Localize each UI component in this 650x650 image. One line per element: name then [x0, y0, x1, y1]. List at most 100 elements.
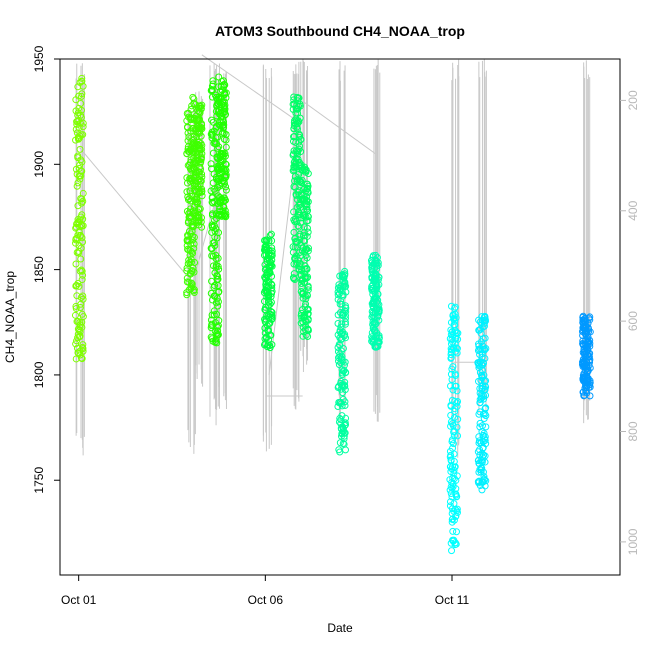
data-point	[261, 266, 269, 274]
data-point	[291, 276, 299, 284]
data-point	[289, 248, 297, 256]
x-axis-label: Date	[327, 621, 353, 635]
data-point	[581, 314, 589, 322]
data-point	[208, 131, 216, 139]
data-point	[262, 306, 270, 314]
data-point	[197, 132, 205, 140]
data-point	[72, 224, 80, 232]
data-point	[303, 205, 311, 213]
data-point	[453, 505, 461, 513]
data-point	[478, 458, 486, 466]
data-point	[263, 245, 271, 253]
data-point	[302, 318, 310, 326]
data-point	[216, 203, 224, 211]
data-point	[211, 242, 219, 250]
data-point	[212, 251, 220, 259]
data-point	[482, 404, 490, 412]
data-point	[208, 228, 216, 236]
data-point	[296, 211, 304, 219]
data-point	[78, 158, 86, 166]
data-point	[301, 275, 309, 283]
data-point	[478, 478, 486, 486]
y2-tick-label: 1000	[626, 528, 640, 555]
data-point	[190, 240, 198, 248]
data-point	[79, 238, 87, 246]
data-point	[375, 281, 383, 289]
data-point	[193, 213, 201, 221]
data-point	[183, 278, 191, 286]
data-point	[475, 456, 483, 464]
data-point	[79, 313, 87, 321]
y-axis-label: CH4_NOAA_trop	[3, 271, 17, 363]
data-point	[73, 182, 81, 190]
data-point	[217, 82, 225, 90]
data-point	[188, 227, 196, 235]
transit-line	[302, 100, 376, 155]
data-point	[339, 328, 347, 336]
data-point	[73, 292, 81, 300]
data-point	[77, 113, 85, 121]
data-point	[334, 319, 342, 327]
data-point	[370, 300, 378, 308]
data-point	[290, 133, 298, 141]
data-point	[580, 392, 588, 400]
data-point	[375, 307, 383, 315]
data-point	[262, 246, 270, 254]
data-point	[450, 475, 458, 483]
data-point	[78, 77, 86, 85]
data-point	[76, 216, 84, 224]
data-point	[290, 96, 298, 104]
data-point	[368, 273, 376, 281]
data-point	[296, 232, 304, 240]
data-point	[188, 102, 196, 110]
data-point	[341, 378, 349, 386]
data-point	[263, 293, 271, 301]
data-point	[216, 118, 224, 126]
data-point	[198, 141, 206, 149]
data-point	[191, 177, 199, 185]
data-point	[478, 422, 486, 430]
data-point	[219, 98, 227, 106]
data-point	[368, 333, 376, 341]
data-point	[304, 170, 312, 178]
data-point	[292, 191, 300, 199]
data-point	[78, 167, 86, 175]
data-point	[335, 354, 343, 362]
data-point	[447, 490, 455, 498]
data-point	[74, 111, 82, 119]
data-point	[183, 264, 191, 272]
data-point	[197, 104, 205, 112]
data-point	[183, 242, 191, 250]
data-point	[222, 160, 230, 168]
data-point	[186, 205, 194, 213]
data-point	[449, 527, 457, 535]
data-point	[220, 194, 228, 202]
data-point	[478, 372, 486, 380]
data-point	[222, 186, 230, 194]
data-point	[220, 118, 228, 126]
data-point	[298, 280, 306, 288]
data-points	[71, 73, 594, 555]
data-point	[291, 157, 299, 165]
data-point	[184, 124, 192, 132]
data-point	[447, 411, 455, 419]
data-point	[446, 447, 454, 455]
data-point	[476, 358, 484, 366]
data-point	[368, 329, 376, 337]
data-point	[335, 418, 343, 426]
data-point	[304, 217, 312, 225]
data-point	[216, 180, 224, 188]
data-point	[219, 128, 227, 136]
data-point	[188, 232, 196, 240]
data-point	[261, 243, 269, 251]
data-point	[77, 266, 85, 274]
data-point	[74, 330, 82, 338]
data-point	[72, 340, 80, 348]
data-point	[374, 299, 382, 307]
y2-tick-label: 800	[626, 421, 640, 441]
data-point	[293, 196, 301, 204]
data-point	[337, 297, 345, 305]
data-point	[194, 185, 202, 193]
data-point	[192, 159, 200, 167]
